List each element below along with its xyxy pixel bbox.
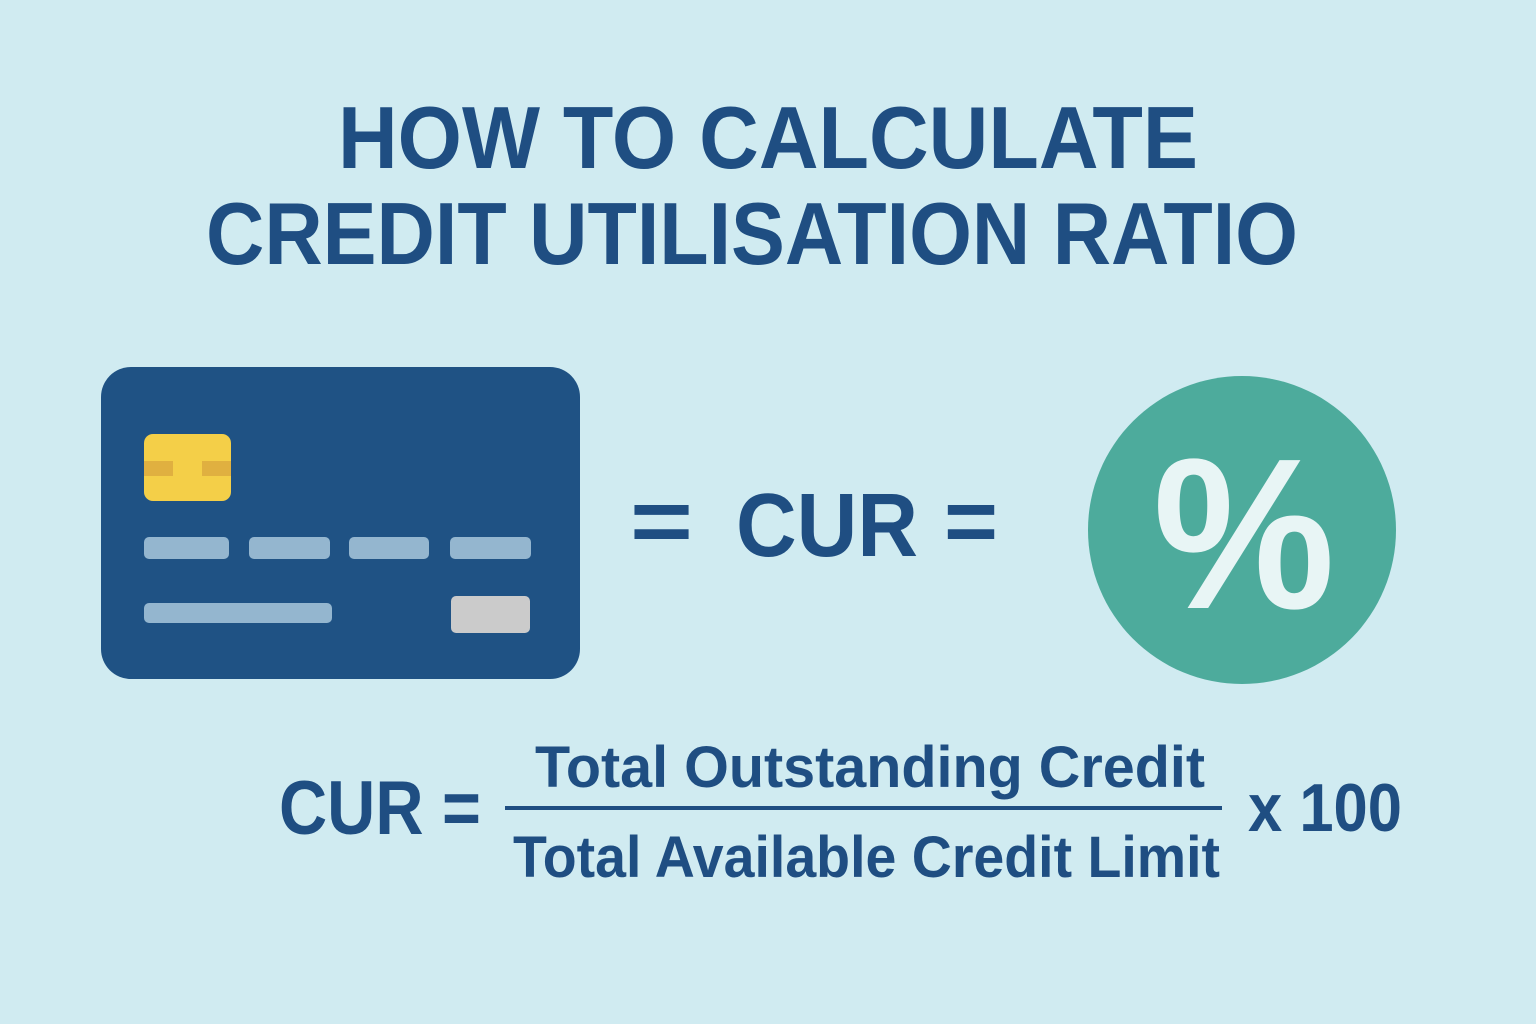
credit-card-icon xyxy=(101,367,580,679)
cur-label: CUR xyxy=(736,476,918,576)
formula-denominator: Total Available Credit Limit xyxy=(513,825,1220,890)
equals-sign: = xyxy=(630,472,693,572)
equals-sign: = xyxy=(944,472,998,572)
formula-numerator: Total Outstanding Credit xyxy=(535,735,1205,800)
fraction-bar xyxy=(505,806,1222,810)
formula-multiplier: x 100 xyxy=(1248,770,1402,846)
formula-lhs: CUR = xyxy=(279,766,481,851)
title-line-2: CREDIT UTILISATION RATIO xyxy=(206,184,1298,283)
percent-circle-icon: % xyxy=(1088,376,1396,684)
percent-symbol: % xyxy=(1153,413,1335,654)
title-line-1: HOW TO CALCULATE xyxy=(338,88,1198,187)
